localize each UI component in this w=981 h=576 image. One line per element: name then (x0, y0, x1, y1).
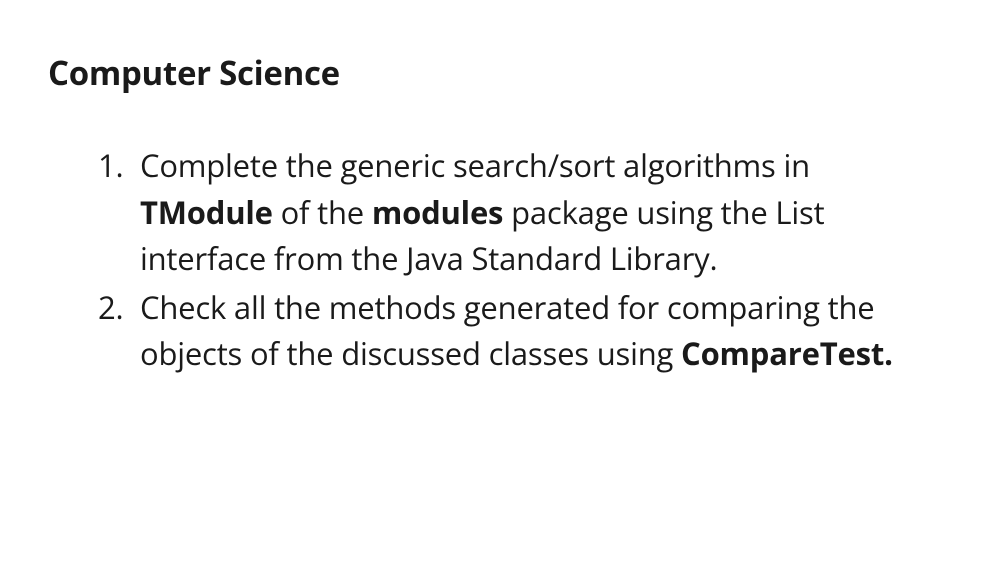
body-text: Complete the generic search/sort algorit… (140, 145, 810, 187)
instruction-list: Complete the generic search/sort algorit… (48, 143, 933, 378)
bold-text: CompareTest. (681, 333, 893, 375)
page-title: Computer Science (48, 50, 933, 95)
bold-text: TModule (140, 192, 273, 234)
list-item: Complete the generic search/sort algorit… (140, 143, 933, 283)
bold-text: modules (372, 192, 503, 234)
body-text: of the (273, 192, 372, 234)
list-item: Check all the methods generated for comp… (140, 285, 933, 378)
